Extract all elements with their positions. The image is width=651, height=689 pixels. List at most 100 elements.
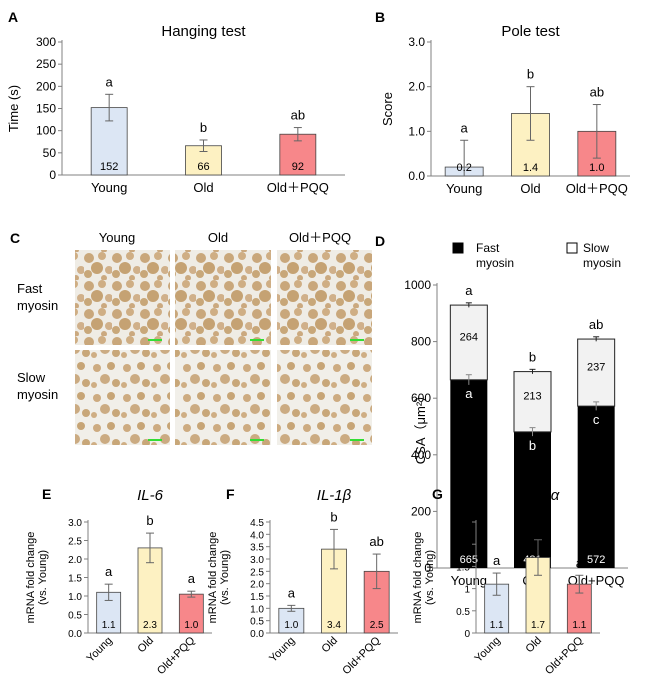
panel-c-histology: C Young Old Old＋PQQ Fast myosin Slow myo… (10, 230, 372, 445)
y-tick-label: 0 (49, 168, 56, 182)
y-tick-label: 2.5 (250, 567, 264, 578)
y-axis-label: (vs. Young) (219, 550, 231, 605)
significance-letter-fast: c (593, 412, 600, 427)
y-tick-label: 1.5 (68, 574, 82, 585)
micrograph-slow-old-pqq (277, 350, 372, 445)
significance-letter-slow: b (529, 349, 536, 364)
value-label: 92 (292, 161, 304, 173)
significance-letter: a (106, 74, 114, 89)
x-category-label: Old (520, 181, 540, 196)
value-label-fast: 572 (587, 554, 605, 566)
y-tick-label: 1.0 (68, 592, 82, 603)
bar (278, 607, 305, 634)
y-tick-label: 3.5 (250, 543, 264, 554)
significance-letter: a (493, 553, 501, 568)
value-label: 1.1 (572, 620, 586, 631)
y-tick-label: 0.5 (68, 611, 82, 622)
bar-slow-myosin (449, 304, 488, 381)
y-tick-label: 600 (411, 391, 431, 405)
y-axis-label: (vs. Young) (37, 550, 49, 605)
bar-slow-myosin (577, 338, 616, 407)
y-axis-label: CSA（μm²） (413, 389, 428, 464)
significance-letter: a (105, 564, 113, 579)
histology-row-slow-line1: Slow (17, 370, 46, 385)
y-tick-label: 0 (424, 561, 431, 575)
significance-letter-slow: a (465, 283, 473, 298)
histology-column-old: Old (208, 230, 228, 245)
y-tick-label: 400 (411, 448, 431, 462)
x-category-label: Young (85, 635, 115, 665)
y-tick-label: 2.5 (68, 537, 82, 548)
legend-label-fast-line1: Fast (476, 241, 500, 255)
value-label: 1.0 (184, 620, 198, 631)
chart-title: IL-6 (137, 487, 164, 504)
bar (178, 593, 204, 634)
legend-label-slow-line1: Slow (583, 241, 609, 255)
chart-title: IL-1β (317, 487, 352, 504)
bar-fast-myosin (514, 431, 551, 568)
y-tick-label: 4.0 (250, 530, 264, 541)
y-tick-label: 0.5 (250, 617, 264, 628)
x-category-label: Old＋PQQ (267, 180, 329, 195)
bar-fast-myosin (450, 379, 488, 568)
panel-label-a: A (8, 9, 18, 25)
legend-label-fast-line2: myosin (476, 256, 514, 270)
panel-label-e: E (42, 486, 51, 502)
value-label: 1.0 (589, 162, 604, 174)
y-tick-label: 1000 (404, 278, 431, 292)
legend-label-slow-line2: myosin (583, 256, 621, 270)
y-tick-label: 3.0 (68, 518, 82, 529)
y-tick-label: 2 (464, 540, 470, 551)
chart-a: A Hanging test Time (s) 0 50 100 150 200 250 300 Y… (6, 9, 345, 195)
y-tick-label: 3.0 (408, 35, 425, 49)
significance-letter: b (146, 513, 153, 528)
x-category-label: Old+PQQ (155, 634, 198, 677)
chart-e: E IL-6 mRNA fold change (vs. Young) 0.0 0.5 1.… (25, 486, 212, 677)
value-label: 3.4 (327, 620, 341, 631)
x-category-label: Young (473, 635, 503, 665)
value-label-slow: 237 (587, 362, 605, 374)
chart-d: DCSA（μm²）02004006008001000YoungOldOld+PQ… (375, 233, 628, 588)
x-category-label: Young (451, 573, 487, 588)
y-tick-label: 150 (36, 102, 56, 116)
panel-label-d: D (375, 233, 385, 249)
chart-title: Pole test (501, 23, 560, 40)
value-label: 1.1 (490, 620, 504, 631)
y-tick-label: 2.0 (68, 555, 82, 566)
micrograph-fast-young (75, 250, 170, 345)
histology-column-young: Young (99, 230, 135, 245)
significance-letter: a (188, 571, 196, 586)
histology-row-slow-line2: myosin (17, 387, 58, 402)
y-tick-label: 200 (36, 79, 56, 93)
value-label-slow: 213 (523, 391, 541, 403)
legend-swatch-fast-myosin (452, 242, 464, 254)
bar-slow-myosin (513, 371, 552, 433)
x-category-label: Young (267, 635, 297, 665)
value-label: 2.3 (143, 620, 157, 631)
y-tick-label: 3.0 (250, 555, 264, 566)
significance-letter-slow: ab (589, 317, 603, 332)
x-category-label: Young (91, 180, 127, 195)
y-tick-label: 0.0 (68, 629, 82, 640)
y-tick-label: 200 (411, 504, 431, 518)
panel-label-b: B (375, 9, 385, 25)
significance-letter: b (330, 509, 337, 524)
y-tick-label: 100 (36, 124, 56, 138)
y-axis-label: mRNA fold change (412, 532, 424, 624)
x-category-label: Young (446, 181, 482, 196)
chart-b: B Pole test Score 0.0 1.0 2.0 3.0 Young Old Old＋P… (375, 9, 630, 196)
y-tick-label: 0.0 (250, 629, 264, 640)
y-axis-label: mRNA fold change (25, 532, 37, 624)
y-tick-label: 1.0 (408, 124, 425, 138)
value-label-slow: 264 (460, 331, 478, 343)
x-category-label: Old+PQQ (340, 634, 383, 677)
value-label-fast: 665 (460, 554, 478, 566)
panel-label-c: C (10, 230, 20, 246)
significance-letter-fast: a (465, 386, 473, 401)
y-tick-label: 0.0 (408, 169, 425, 183)
x-category-label: Old (320, 635, 341, 656)
legend-swatch-slow-myosin (566, 242, 578, 254)
bar-fast-myosin (577, 406, 615, 568)
y-tick-label: 800 (411, 335, 431, 349)
